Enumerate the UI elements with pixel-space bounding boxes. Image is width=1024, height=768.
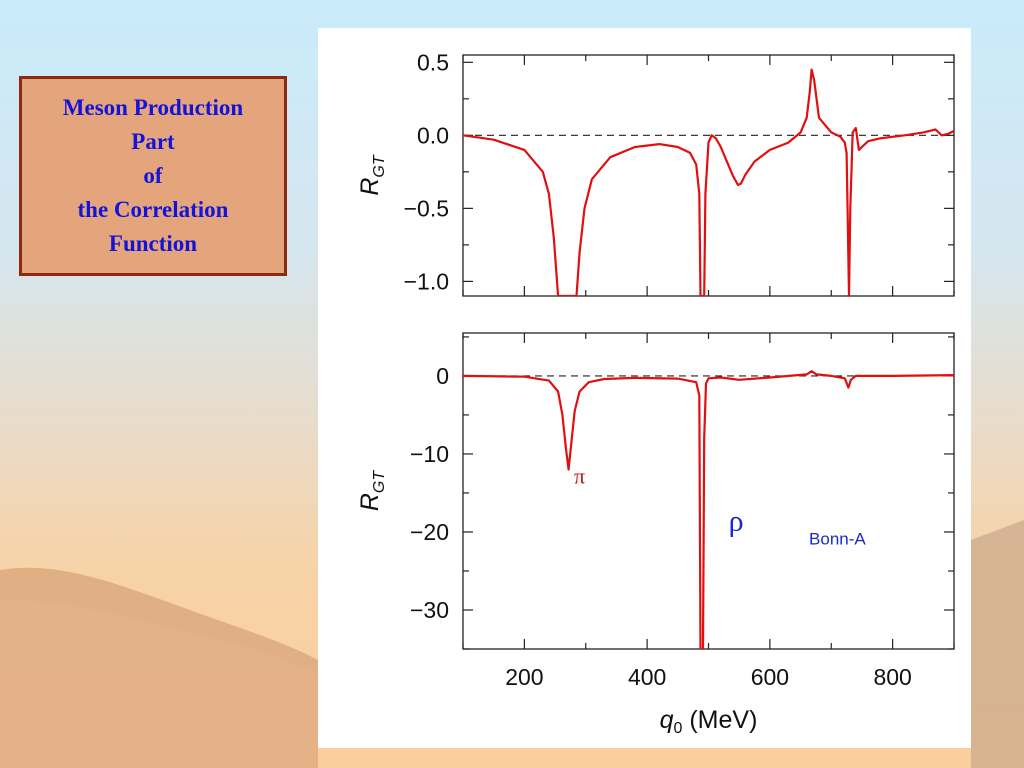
y-tick-label: 0 [436, 363, 449, 389]
y-tick-label: −10 [410, 441, 449, 467]
annotation-bonn: Bonn-A [809, 529, 866, 548]
x-tick-label: 600 [751, 664, 789, 690]
x-tick-label: 400 [628, 664, 666, 690]
y-tick-label: −20 [410, 519, 449, 545]
pagoda-silhouette [971, 520, 1024, 768]
slide-title-box: Meson Production Part of the Correlation… [19, 76, 287, 276]
y-axis-label-sub: GT [371, 154, 388, 177]
y-tick-label: 0.5 [417, 49, 449, 75]
x-axis-label-main: q [660, 706, 674, 734]
title-line: Function [108, 231, 198, 256]
data-curve [463, 68, 954, 296]
y-tick-label: −1.0 [404, 268, 449, 294]
y-axis-label: RGT [356, 470, 388, 512]
title-line: Part [131, 129, 175, 154]
top-plot-frame [462, 54, 955, 297]
y-tick-label: −0.5 [404, 195, 449, 221]
x-axis-label-unit: (MeV) [682, 706, 757, 734]
title-line: of [143, 163, 163, 188]
x-tick-label: 800 [873, 664, 911, 690]
annotation-rho: ρ [729, 504, 744, 537]
y-axis-label-main: R [356, 178, 384, 196]
x-axis-label: q0 (MeV) [660, 706, 758, 737]
top-panel: 0.5 0.0 −0.5 −1.0 RGT [356, 49, 955, 297]
y-axis-label-main: R [356, 493, 384, 511]
annotation-pi: π [574, 464, 585, 489]
y-axis-label: RGT [356, 154, 388, 196]
y-tick-label: −30 [410, 597, 449, 623]
mountain-silhouette-far [0, 600, 318, 768]
figure-panel: 0.5 0.0 −0.5 −1.0 RGT 0 −10 −20 −30 200 400 600 800 R… [318, 28, 971, 748]
y-axis-label-sub: GT [371, 470, 388, 493]
y-tick-label: 0.0 [417, 122, 449, 148]
data-curve [463, 370, 954, 649]
title-line: Meson Production [62, 95, 244, 120]
x-axis-label-sub: 0 [674, 720, 683, 737]
title-line: the Correlation [77, 197, 229, 222]
x-tick-label: 200 [505, 664, 543, 690]
